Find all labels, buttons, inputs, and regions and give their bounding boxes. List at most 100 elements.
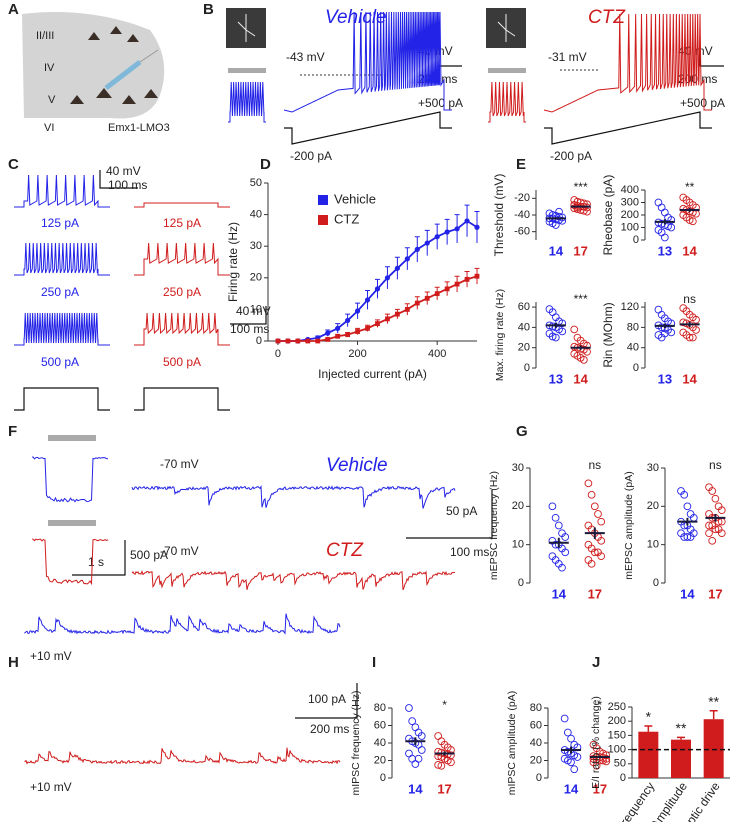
step-label: 500 pA (41, 355, 79, 369)
voltage-trace (283, 11, 452, 113)
y-tick-label: 20 (250, 272, 262, 284)
group-label: 14 (682, 243, 697, 258)
legend-swatch (318, 215, 328, 225)
data-point (708, 536, 717, 545)
significance: ns (683, 292, 696, 306)
threshold-label: -31 mV (548, 50, 587, 64)
y-tick-label: 0 (518, 577, 524, 589)
scale-label: 100 ms (230, 322, 269, 336)
significance: *** (574, 292, 588, 306)
scale-label: 40 mV (106, 164, 141, 178)
data-point (654, 305, 663, 314)
data-point (597, 536, 606, 545)
panel-label: E (516, 156, 526, 173)
data-point (579, 356, 588, 364)
y-axis-label: mEPSC amplitude (pA) (623, 471, 635, 580)
scale-label: 100 pA (308, 692, 346, 706)
y-tick-label: 40 (250, 209, 262, 221)
significance: * (598, 698, 603, 712)
y-tick-label: 250 (608, 701, 626, 713)
group-label: 14 (552, 586, 567, 601)
layer-label: IV (44, 62, 55, 74)
scale-bar (406, 490, 493, 539)
data-point (570, 325, 579, 334)
data-point (654, 198, 663, 207)
cortex-slice (22, 12, 165, 119)
data-point (692, 326, 700, 334)
y-tick-label: 100 (621, 221, 639, 233)
y-tick-label: 100 (608, 744, 626, 756)
data-point (717, 529, 726, 538)
data-point (404, 256, 410, 262)
data-point (554, 521, 563, 530)
x-tick-label: 200 (348, 348, 366, 360)
scale-label: 50 pA (446, 504, 477, 518)
stim-bar (48, 435, 96, 441)
data-point (686, 533, 695, 541)
data-point (454, 281, 460, 287)
data-point (325, 337, 331, 342)
y-tick-label: 0 (633, 234, 639, 246)
group-label: 17 (573, 243, 587, 258)
panel-label: F (8, 423, 17, 440)
data-point (404, 307, 410, 312)
data-point (708, 487, 717, 495)
data-point (551, 221, 560, 229)
voltage-trace (134, 202, 230, 208)
layer-label: II/III (36, 30, 54, 42)
y-tick-label: 0 (653, 577, 659, 589)
group-label: 14 (680, 586, 695, 601)
group-label: 17 (593, 781, 607, 796)
group-label: 14 (549, 243, 564, 258)
legend-swatch (318, 195, 328, 205)
x-tick-label: Frequency (613, 780, 657, 822)
y-tick-label: 20 (518, 342, 530, 354)
y-axis-label: mIPSC frequency (Hz) (350, 690, 362, 795)
scale-label: 100 ms (450, 545, 489, 559)
y-tick-label: 10 (647, 539, 659, 551)
data-point (567, 734, 575, 743)
data-point (374, 286, 381, 292)
data-point (660, 329, 669, 338)
data-point (424, 240, 430, 246)
y-tick-label: 40 (627, 342, 639, 354)
data-point (364, 297, 371, 303)
data-point (597, 517, 606, 526)
holding-label: +10 mV (30, 780, 72, 794)
data-point (590, 502, 599, 511)
y-tick-label: 20 (530, 754, 542, 766)
step-label: 125 pA (41, 216, 79, 230)
voltage-trace (134, 242, 230, 276)
condition-title: CTZ (326, 540, 364, 561)
panel-label: H (8, 654, 19, 671)
data-point (548, 332, 557, 341)
voltage-trace (14, 242, 110, 276)
stim-bar (228, 68, 266, 73)
data-point (434, 761, 443, 769)
holding-label: +10 mV (30, 649, 72, 663)
legend-label: CTZ (334, 211, 359, 226)
data-point (558, 327, 567, 336)
data-point (711, 525, 720, 534)
data-point (683, 502, 692, 511)
data-point (660, 233, 669, 242)
group-label: 17 (437, 781, 451, 796)
scale-bar (72, 540, 126, 576)
data-point (447, 758, 455, 767)
holding-label: -70 mV (160, 457, 199, 471)
y-axis-label: Rheobase (pA) (601, 175, 615, 256)
data-point (587, 559, 596, 568)
panel-label: J (592, 654, 600, 671)
pipette-wire (139, 49, 159, 63)
y-tick-label: 80 (627, 321, 639, 333)
data-point (417, 746, 426, 754)
y-tick-label: 150 (608, 729, 626, 741)
data-point (285, 338, 291, 344)
current-trace (32, 538, 109, 586)
y-tick-label: 80 (374, 702, 386, 714)
voltage-trace (14, 312, 110, 346)
y-tick-label: 30 (250, 240, 262, 252)
data-point (295, 338, 301, 344)
legend-label: Vehicle (334, 191, 376, 206)
data-point (705, 529, 713, 538)
